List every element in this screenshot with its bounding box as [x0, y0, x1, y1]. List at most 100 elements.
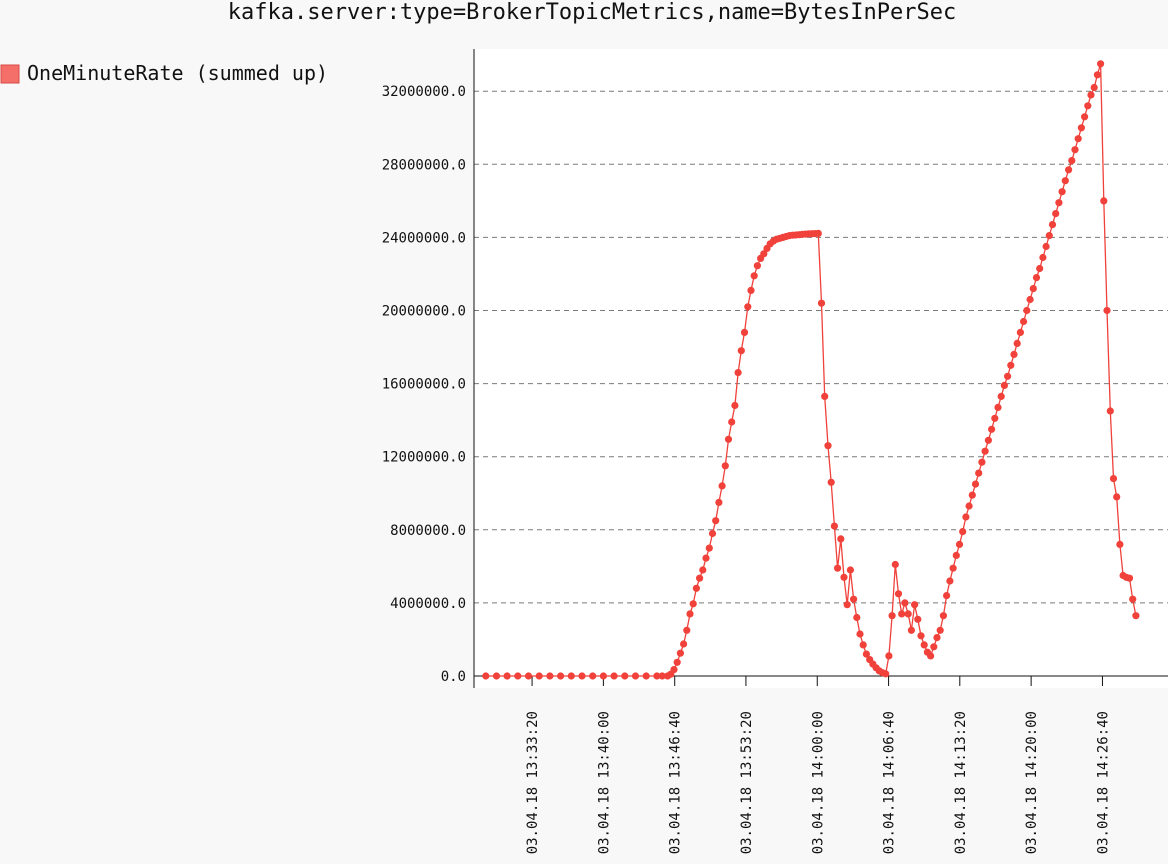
data-point [936, 626, 944, 634]
data-point [939, 612, 948, 620]
data-point [988, 425, 996, 433]
data-point [676, 649, 685, 657]
data-point [1039, 253, 1047, 262]
data-point [621, 672, 629, 680]
data-point [907, 626, 916, 634]
data-point [708, 529, 717, 538]
data-point [692, 584, 701, 592]
data-point [949, 564, 957, 572]
data-point [721, 462, 729, 470]
data-point [760, 250, 768, 258]
data-point [680, 640, 688, 648]
data-point [930, 643, 938, 651]
data-point [524, 672, 533, 680]
data-point [965, 502, 973, 510]
x-tick-label: 03.04.18 14:13:20 [953, 711, 969, 854]
data-point [1097, 60, 1105, 68]
data-point [731, 401, 739, 410]
data-point [994, 403, 1002, 411]
data-point [962, 513, 970, 521]
data-point [891, 560, 899, 569]
data-point [567, 672, 575, 680]
data-point [984, 436, 993, 444]
data-point [599, 672, 608, 680]
data-point [911, 601, 919, 609]
data-point [946, 577, 954, 585]
data-point [1023, 306, 1031, 315]
data-point [917, 632, 925, 640]
data-point [1065, 166, 1073, 174]
data-point [1026, 295, 1034, 304]
data-point [1045, 232, 1053, 240]
x-tick-label: 03.04.18 14:00:00 [810, 711, 826, 854]
data-point [718, 482, 726, 490]
data-point [1100, 197, 1108, 205]
y-tick-label: 12000000.0 [382, 450, 466, 466]
data-point [920, 641, 928, 649]
y-tick-label: 28000000.0 [382, 157, 466, 173]
data-point [943, 592, 951, 600]
data-point [1007, 361, 1015, 369]
y-tick-label: 8000000.0 [390, 523, 466, 539]
data-point [1113, 493, 1121, 501]
data-point [1029, 285, 1037, 293]
data-point [827, 478, 835, 486]
data-point [546, 672, 554, 680]
data-point [631, 672, 640, 680]
x-axis-ticks: 03.04.18 13:33:20 03.04.18 13:40:00 03.04.… [525, 676, 1111, 854]
data-point [1052, 210, 1060, 218]
y-tick-label: 32000000.0 [382, 84, 466, 100]
data-point [578, 672, 586, 680]
data-point [834, 564, 842, 572]
data-point [747, 286, 755, 294]
data-point [955, 540, 964, 549]
data-point [1004, 372, 1012, 380]
data-point [1116, 540, 1124, 549]
x-tick-label: 03.04.18 14:06:40 [882, 711, 898, 854]
data-point [744, 303, 752, 311]
data-point [705, 544, 713, 552]
data-point [843, 601, 851, 609]
data-point [1013, 339, 1021, 347]
data-point [981, 447, 989, 455]
data-point [1061, 177, 1069, 185]
data-point [904, 610, 912, 618]
data-point [933, 634, 941, 642]
data-point [927, 652, 935, 660]
data-point [753, 262, 762, 270]
data-point [1048, 221, 1057, 229]
data-point [1068, 157, 1076, 165]
data-point [1077, 124, 1085, 132]
data-point [850, 595, 858, 603]
data-point [492, 672, 501, 680]
data-point [1071, 146, 1079, 154]
data-point [971, 480, 980, 488]
data-point [1042, 242, 1050, 251]
y-tick-label: 16000000.0 [382, 377, 466, 393]
x-tick-label: 03.04.18 13:40:00 [596, 711, 612, 854]
data-point [1000, 381, 1009, 389]
data-point [888, 612, 896, 620]
data-point [610, 672, 618, 680]
data-point [914, 615, 922, 623]
data-point [991, 414, 999, 422]
data-point [728, 418, 736, 426]
data-point [997, 392, 1005, 400]
data-point [830, 522, 839, 530]
x-tick-label: 03.04.18 13:33:20 [525, 711, 541, 854]
data-point [1132, 612, 1140, 620]
data-point [968, 491, 976, 499]
data-point [1087, 91, 1095, 99]
data-point [653, 672, 661, 680]
data-point [1106, 407, 1114, 415]
data-point [882, 670, 890, 678]
data-point [821, 392, 829, 400]
data-point [683, 626, 691, 634]
data-point [642, 672, 650, 680]
data-point [503, 672, 511, 680]
data-point [885, 652, 893, 660]
data-point [715, 498, 723, 506]
data-point [837, 535, 845, 543]
data-point [1129, 595, 1137, 603]
data-point [840, 573, 848, 581]
